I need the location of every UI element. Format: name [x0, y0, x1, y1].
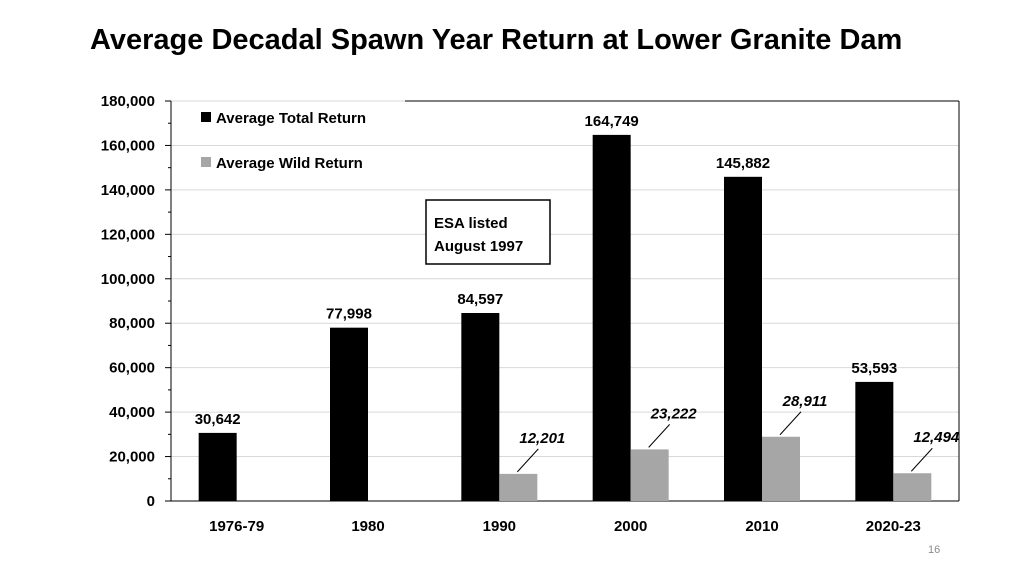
- bar-total: [855, 381, 894, 501]
- y-tick-label: 20,000: [109, 449, 155, 466]
- leader-line: [910, 447, 933, 472]
- bar-wild: [630, 449, 669, 501]
- x-tick-label: 1980: [351, 518, 384, 535]
- bar-wild: [893, 473, 932, 501]
- x-tick-label: 1976-79: [209, 518, 264, 535]
- bar-wild: [499, 473, 538, 501]
- y-tick-label: 0: [147, 493, 155, 510]
- x-tick-label: 2000: [614, 518, 647, 535]
- slide-title: Average Decadal Spawn Year Return at Low…: [90, 24, 903, 56]
- y-tick-label: 80,000: [109, 315, 155, 332]
- x-tick-label: 2010: [745, 518, 778, 535]
- legend-label-total: Average Total Return: [216, 110, 366, 127]
- data-label-total: 164,749: [585, 113, 639, 130]
- bar-total: [198, 432, 237, 501]
- annotation-text: August 1997: [434, 238, 523, 255]
- bar-total: [330, 327, 368, 501]
- bar-total: [461, 313, 500, 501]
- data-label-wild: 28,911: [782, 393, 828, 410]
- bar-total: [724, 176, 762, 501]
- y-tick-label: 100,000: [101, 271, 155, 288]
- y-tick-label: 140,000: [101, 182, 155, 199]
- data-label-total: 77,998: [326, 306, 372, 323]
- legend-swatch-total: [201, 112, 211, 122]
- data-label-total: 30,642: [195, 411, 241, 428]
- y-tick-label: 180,000: [101, 93, 155, 110]
- data-label-wild: 12,494: [913, 429, 960, 446]
- x-tick-label: 1990: [483, 518, 516, 535]
- bar-total: [592, 134, 631, 501]
- legend-label-wild: Average Wild Return: [216, 155, 363, 172]
- leader-line: [648, 424, 671, 448]
- page-number: 16: [928, 544, 941, 556]
- y-tick-label: 60,000: [109, 360, 155, 377]
- annotation-text: ESA listed: [434, 215, 508, 232]
- leader-line: [779, 411, 802, 436]
- y-tick-label: 160,000: [101, 137, 155, 154]
- y-tick-label: 120,000: [101, 226, 155, 243]
- annotation-box: [425, 199, 551, 265]
- legend-swatch-wild: [201, 157, 211, 167]
- leader-line: [516, 448, 539, 473]
- bar-wild: [762, 436, 800, 501]
- data-label-wild: 12,201: [519, 430, 565, 447]
- x-tick-label: 2020-23: [866, 518, 921, 535]
- y-tick-label: 40,000: [109, 404, 155, 421]
- data-label-total: 53,593: [851, 360, 897, 377]
- data-label-total: 145,882: [716, 155, 770, 172]
- data-label-total: 84,597: [457, 291, 503, 308]
- data-label-wild: 23,222: [650, 405, 698, 422]
